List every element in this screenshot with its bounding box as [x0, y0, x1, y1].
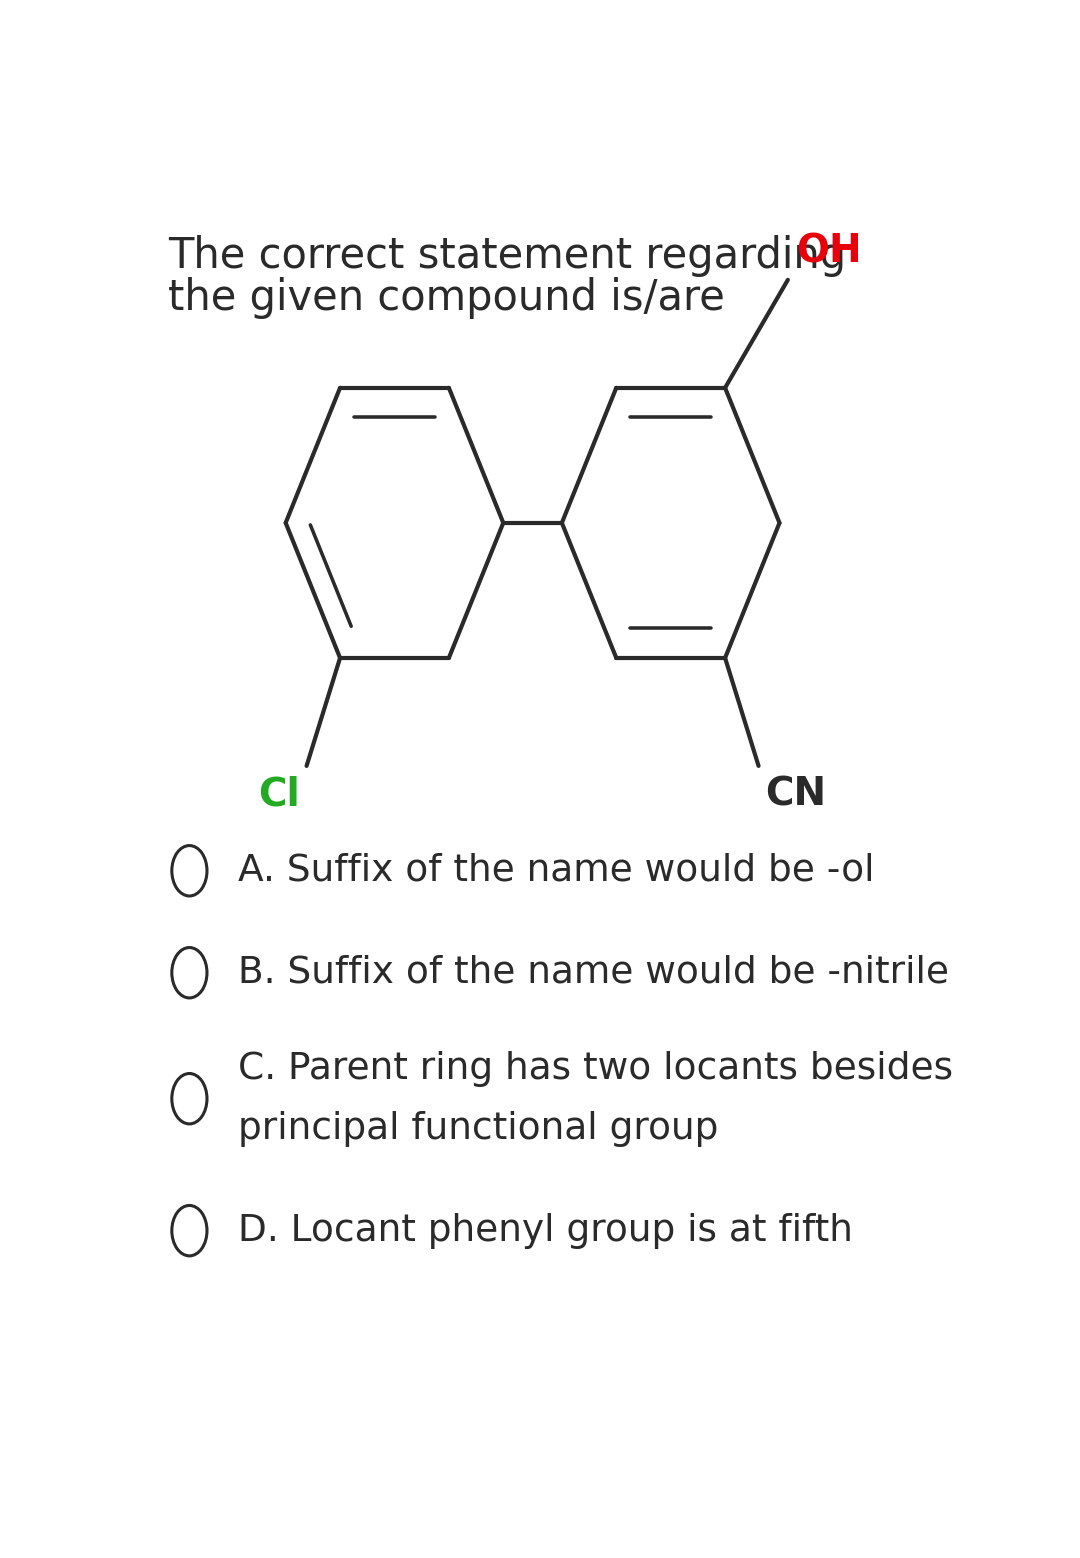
Text: CN: CN	[766, 776, 826, 813]
Text: the given compound is/are: the given compound is/are	[168, 277, 726, 319]
Text: C. Parent ring has two locants besides: C. Parent ring has two locants besides	[238, 1050, 953, 1087]
Text: principal functional group: principal functional group	[238, 1111, 718, 1147]
Text: Cl: Cl	[258, 776, 300, 813]
Text: OH: OH	[796, 232, 862, 270]
Text: The correct statement regarding: The correct statement regarding	[168, 235, 847, 277]
Text: A. Suffix of the name would be -ol: A. Suffix of the name would be -ol	[238, 852, 875, 888]
Text: B. Suffix of the name would be -nitrile: B. Suffix of the name would be -nitrile	[238, 955, 949, 991]
Text: D. Locant phenyl group is at fifth: D. Locant phenyl group is at fifth	[238, 1212, 853, 1248]
